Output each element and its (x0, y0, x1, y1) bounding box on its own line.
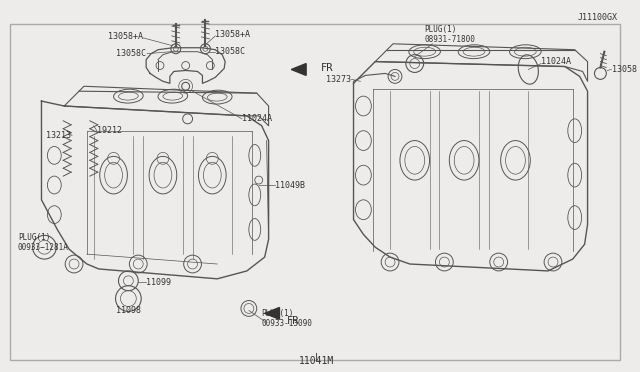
Text: PLUG(1): PLUG(1) (424, 25, 457, 35)
Text: 13058: 13058 (612, 65, 637, 74)
Text: 13058C: 13058C (116, 49, 146, 58)
Text: FR: FR (286, 316, 299, 326)
Text: 13058+A: 13058+A (108, 32, 143, 41)
Text: 00933-1281A: 00933-1281A (18, 243, 68, 252)
Text: 19212: 19212 (97, 126, 122, 135)
Text: 13058C: 13058C (215, 47, 245, 56)
Text: 08931-71800: 08931-71800 (424, 35, 476, 44)
Text: 11099: 11099 (146, 278, 171, 287)
Text: 13273: 13273 (326, 75, 351, 84)
Text: PLUG(1): PLUG(1) (262, 309, 294, 318)
Text: 11041M: 11041M (298, 356, 333, 366)
Text: FR: FR (321, 64, 333, 74)
Text: PLUG(1): PLUG(1) (18, 233, 50, 242)
Polygon shape (265, 308, 280, 319)
Text: 00933-13090: 00933-13090 (262, 319, 312, 328)
Text: 11098: 11098 (116, 306, 141, 315)
Text: 13213: 13213 (46, 131, 71, 140)
Text: 11024A: 11024A (242, 114, 272, 124)
Text: 11049B: 11049B (275, 180, 305, 189)
Text: 11024A: 11024A (541, 57, 571, 66)
Polygon shape (291, 64, 306, 76)
Text: J11100GX: J11100GX (577, 13, 617, 22)
Text: 13058+A: 13058+A (215, 31, 250, 39)
